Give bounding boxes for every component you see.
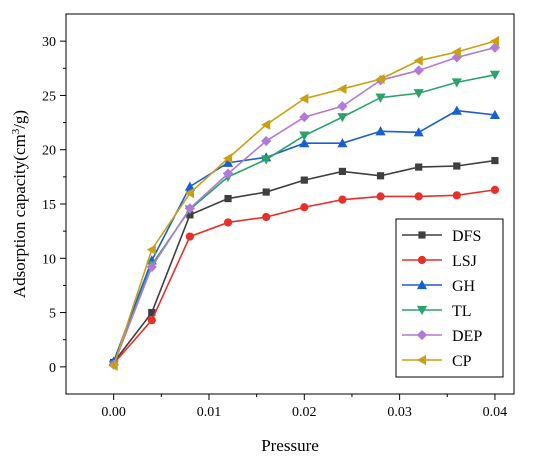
legend-box (395, 218, 504, 378)
data-point-lsj (414, 192, 423, 201)
y-axis-title: Adsorption capacity(cm3/g) (10, 110, 29, 298)
legend-entry-dep: DEP (402, 328, 482, 345)
data-point-cp (299, 93, 309, 104)
data-point-tl (299, 131, 310, 141)
data-point-lsj (452, 191, 461, 200)
data-point-gh (451, 105, 462, 115)
data-point-cp (108, 360, 118, 371)
data-point-dfs (491, 156, 499, 165)
data-point-tl (413, 89, 424, 99)
y-tick-label: 15 (42, 198, 56, 213)
data-point-tl (261, 155, 272, 165)
x-tick-label: 0.02 (292, 405, 317, 420)
series-dfs (110, 156, 499, 367)
data-point-dep (451, 52, 462, 63)
data-point-lsj (490, 185, 500, 194)
data-point-gh (489, 109, 501, 120)
y-tick-label: 10 (42, 252, 56, 267)
x-axis-title: Pressure (261, 436, 319, 455)
data-point-lsj (147, 316, 156, 325)
data-point-lsj (338, 195, 347, 204)
legend-entry-cp: CP (402, 353, 472, 370)
data-point-dep (261, 135, 272, 147)
data-point-tl (489, 70, 501, 80)
data-point-dfs (415, 163, 423, 171)
data-point-cp (261, 119, 271, 130)
x-tick-label: 0.00 (101, 405, 126, 420)
legend-label-gh: GH (452, 278, 476, 295)
data-point-dep (146, 261, 157, 273)
data-point-dfs (300, 176, 308, 184)
data-point-dep (489, 42, 501, 53)
legend-label-dep: DEP (452, 328, 482, 345)
legend: DFS LSJ GH TL DEP CP (395, 218, 504, 378)
y-tick-label: 0 (49, 361, 56, 376)
data-point-lsj (376, 192, 385, 201)
data-point-tl (451, 78, 462, 88)
data-point-dfs (453, 162, 461, 170)
x-tick-label: 0.03 (387, 405, 412, 420)
y-axis-title-tail: /g) (10, 110, 29, 129)
data-point-lsj (262, 212, 271, 222)
legend-entry-lsj: LSJ (402, 253, 477, 270)
data-point-dfs (148, 308, 156, 317)
data-point-gh (337, 138, 348, 148)
data-point-cp (337, 83, 347, 95)
x-tick-label: 0.01 (197, 405, 222, 420)
legend-label-lsj: LSJ (452, 253, 477, 270)
y-tick-label: 25 (42, 89, 56, 104)
legend-marker-tl (416, 305, 428, 316)
data-point-dep (337, 101, 348, 112)
data-point-dep (413, 65, 424, 76)
data-point-lsj (185, 232, 195, 241)
data-point-gh (184, 181, 196, 191)
legend-marker-lsj (417, 255, 427, 265)
data-point-cp (146, 244, 156, 255)
data-point-gh (375, 126, 386, 136)
y-tick-label: 5 (49, 307, 56, 322)
legend-marker-cp (416, 354, 427, 366)
legend-marker-dep (416, 329, 428, 341)
legend-label-tl: TL (452, 303, 472, 320)
legend-label-dfs: DFS (452, 228, 481, 245)
series-cp (108, 36, 500, 371)
data-point-dfs (224, 194, 232, 203)
legend-entry-gh: GH (402, 278, 476, 295)
data-point-tl (375, 93, 386, 103)
data-point-cp (222, 153, 233, 164)
axes: 0.00 0.01 0.02 0.03 0.04 0 5 10 15 20 25 30 (42, 35, 507, 420)
data-point-tl (337, 113, 348, 123)
legend-marker-dfs (418, 231, 426, 239)
legend-entry-dfs: DFS (402, 228, 481, 245)
y-tick-label: 20 (42, 144, 56, 159)
data-point-cp (489, 36, 500, 47)
data-point-dep (184, 203, 196, 214)
x-tick-label: 0.04 (483, 405, 508, 420)
data-point-gh (222, 157, 234, 167)
data-point-dep (222, 168, 234, 179)
legend-entry-tl: TL (402, 303, 472, 320)
data-point-dfs (262, 188, 270, 196)
data-point-dep (299, 112, 310, 123)
data-point-lsj (223, 218, 233, 227)
data-point-cp (375, 74, 385, 85)
data-point-cp (184, 188, 194, 199)
data-point-lsj (300, 203, 309, 212)
data-point-dfs (376, 172, 385, 180)
data-point-cp (451, 46, 461, 58)
series-lines (108, 36, 501, 371)
data-point-dfs (338, 167, 347, 176)
data-point-gh (299, 138, 310, 148)
y-axis-title-main: Adsorption capacity(cm (10, 134, 29, 298)
data-point-cp (413, 55, 423, 66)
legend-label-cp: CP (452, 353, 472, 370)
y-tick-label: 30 (42, 35, 56, 50)
legend-marker-gh (416, 279, 428, 290)
data-point-dfs (186, 211, 194, 219)
data-point-gh (413, 127, 424, 137)
y-axis-title-sup: 3 (10, 128, 22, 134)
series-dep (108, 42, 501, 370)
